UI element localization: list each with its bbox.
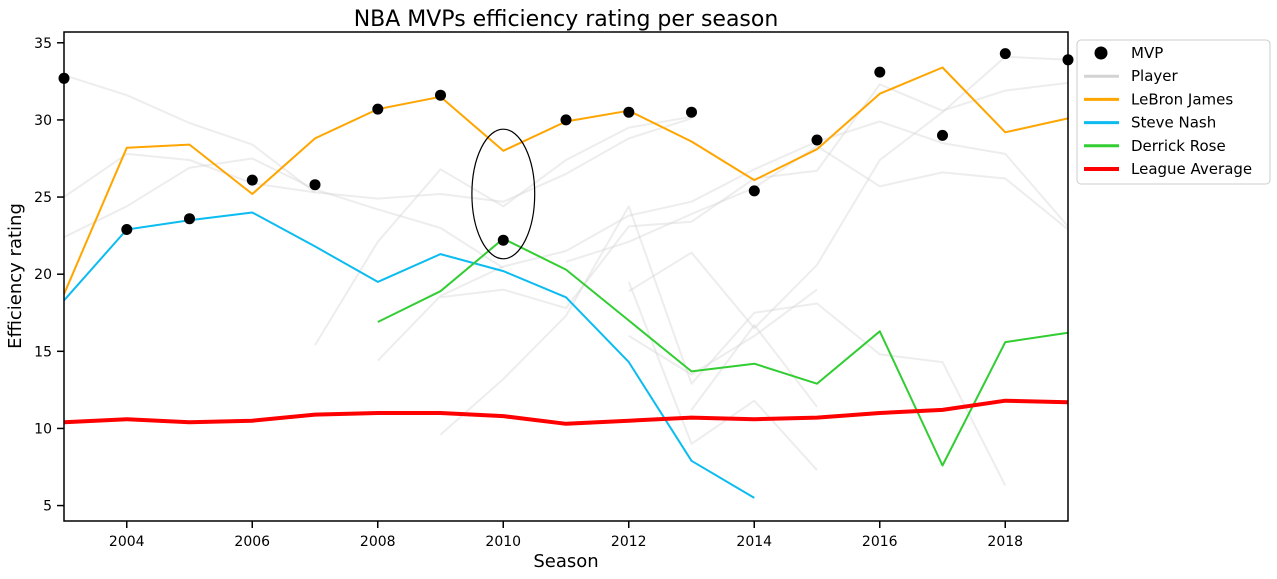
y-tick-label-30: 30 <box>34 113 52 129</box>
legend-label-mvp: MVP <box>1131 44 1163 62</box>
mvp-point-2005 <box>184 213 195 225</box>
legend-label-league-average: League Average <box>1131 160 1252 178</box>
mvp-point-2006 <box>246 174 258 186</box>
legend: MVP Player LeBron James Steve Nash Derrick R… <box>1076 39 1271 185</box>
annotation-ellipse <box>471 128 536 260</box>
y-tick-label-15: 15 <box>34 344 52 360</box>
player-line-4 <box>377 120 1069 362</box>
y-tick-label-20: 20 <box>34 267 52 283</box>
series-line-derrick-rose <box>377 237 1069 467</box>
x-tick-label-2014: 2014 <box>736 534 772 550</box>
series-line-lebron-james <box>63 66 1069 295</box>
player-line-10 <box>690 324 818 411</box>
series-line-league-average <box>63 398 1069 426</box>
player-line-6 <box>440 81 1069 310</box>
mvp-point-2017 <box>937 129 948 141</box>
x-tick-label-2012: 2012 <box>611 534 647 550</box>
player-line-5 <box>439 205 1007 486</box>
x-tick-label-2006: 2006 <box>234 534 270 550</box>
mvp-point-2008 <box>372 103 384 115</box>
player-line-3 <box>314 115 692 346</box>
legend-label-derrick-rose: Derrick Rose <box>1131 137 1226 155</box>
series-line-steve-nash <box>63 211 755 499</box>
legend-label-lebron-james: LeBron James <box>1131 90 1233 108</box>
player-line-7 <box>628 55 1069 330</box>
annotation-layer <box>471 128 536 260</box>
player-lines-layer <box>63 55 1069 486</box>
x-axis-ticks: 2004 2006 2008 2010 2012 2014 2016 2018 <box>109 521 1023 550</box>
player-line-9 <box>627 281 818 471</box>
plot-frame <box>63 31 1069 522</box>
mvp-point-2011 <box>560 114 572 126</box>
y-tick-label-5: 5 <box>43 499 52 515</box>
player-line-8 <box>565 145 1069 263</box>
player-line-2 <box>63 117 692 203</box>
x-tick-label-2010: 2010 <box>485 534 521 550</box>
legend-label-player: Player <box>1131 67 1179 85</box>
mvp-point-2012 <box>623 106 635 118</box>
x-axis-label: Season <box>533 551 598 572</box>
y-axis-ticks: 5 10 15 20 25 30 35 <box>34 36 64 515</box>
mvp-points-layer <box>58 48 1074 246</box>
mvp-point-2004 <box>121 224 133 235</box>
legend-label-steve-nash: Steve Nash <box>1131 114 1216 132</box>
mvp-point-2010 <box>497 234 509 246</box>
y-tick-label-35: 35 <box>34 36 52 52</box>
mvp-point-2015 <box>811 134 823 146</box>
y-axis-label: Efficiency rating <box>5 203 26 349</box>
x-tick-label-2004: 2004 <box>109 534 145 550</box>
y-tick-label-25: 25 <box>34 190 52 206</box>
x-tick-label-2008: 2008 <box>360 534 396 550</box>
mvp-point-2013 <box>686 106 697 118</box>
chart-title: NBA MVPs efficiency rating per season <box>354 7 779 32</box>
x-tick-label-2018: 2018 <box>987 534 1023 550</box>
player-line-11 <box>628 288 818 376</box>
mvp-point-2018 <box>999 48 1011 60</box>
player-line-1 <box>63 157 504 269</box>
mvp-point-2009 <box>435 89 446 101</box>
player-line-0 <box>63 74 316 194</box>
mvp-point-2007 <box>309 179 321 191</box>
legend-marker-mvp <box>1094 46 1108 60</box>
legend-frame <box>1076 39 1271 185</box>
x-tick-label-2016: 2016 <box>862 534 898 550</box>
mvp-point-2016 <box>874 66 886 78</box>
y-tick-label-10: 10 <box>34 421 52 437</box>
mvp-point-2014 <box>748 185 760 197</box>
